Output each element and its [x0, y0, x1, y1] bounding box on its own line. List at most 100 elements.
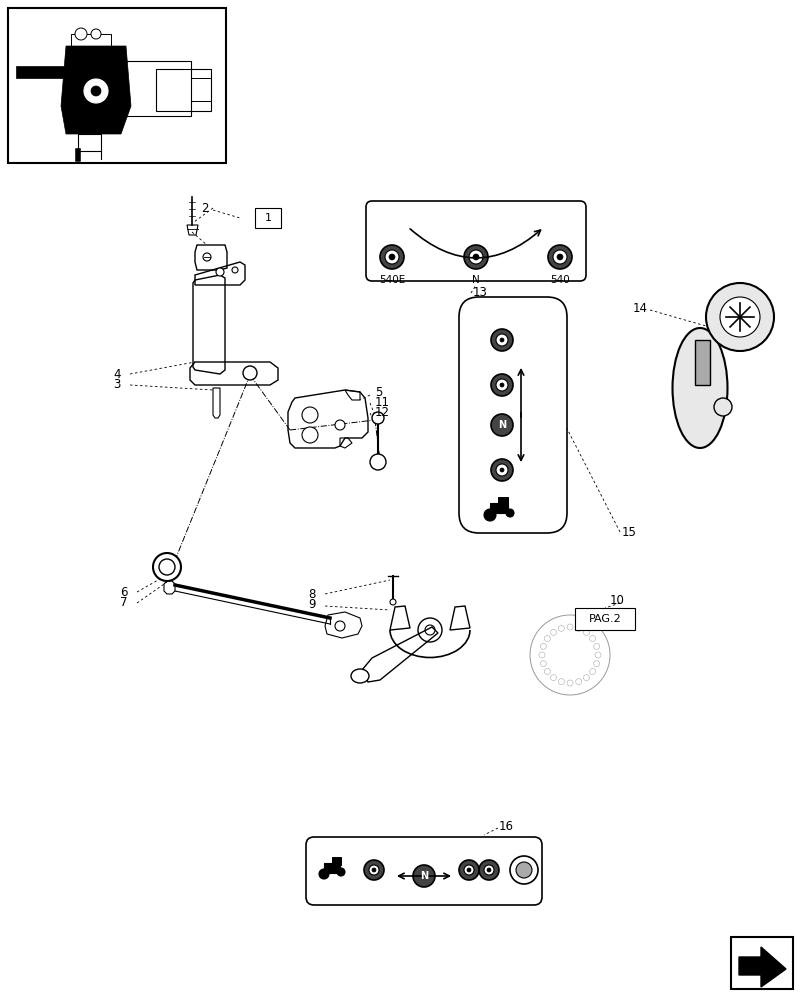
Circle shape [550, 629, 557, 635]
Polygon shape [16, 66, 96, 78]
Bar [332, 857, 341, 865]
Text: 11: 11 [375, 396, 390, 410]
Circle shape [706, 283, 774, 351]
Circle shape [459, 860, 479, 880]
FancyBboxPatch shape [459, 297, 567, 533]
FancyBboxPatch shape [306, 837, 542, 905]
Circle shape [583, 629, 590, 635]
Circle shape [418, 618, 442, 642]
Circle shape [567, 680, 573, 686]
Circle shape [464, 245, 488, 269]
Circle shape [479, 860, 499, 880]
Circle shape [590, 636, 595, 642]
Circle shape [720, 297, 760, 337]
Circle shape [567, 624, 573, 630]
Circle shape [558, 625, 564, 631]
Circle shape [232, 267, 238, 273]
Circle shape [491, 459, 513, 481]
Circle shape [413, 865, 435, 887]
Text: 4: 4 [113, 367, 120, 380]
Text: 540: 540 [550, 275, 570, 285]
Circle shape [500, 468, 504, 472]
Circle shape [390, 599, 396, 605]
Circle shape [484, 865, 494, 875]
Text: 540E: 540E [379, 275, 405, 285]
Circle shape [91, 29, 101, 39]
Bar [575, 608, 635, 630]
Circle shape [319, 869, 329, 879]
Circle shape [558, 679, 564, 685]
Text: 3: 3 [113, 378, 120, 391]
Circle shape [385, 250, 399, 264]
Text: 9: 9 [308, 598, 315, 611]
Bar [324, 863, 340, 873]
Text: N: N [498, 420, 506, 430]
Circle shape [372, 412, 384, 424]
Circle shape [464, 865, 474, 875]
Circle shape [425, 625, 435, 635]
Text: 10: 10 [610, 593, 625, 606]
Circle shape [496, 379, 508, 391]
Text: 16: 16 [499, 820, 514, 832]
Text: N: N [420, 871, 428, 881]
Circle shape [153, 553, 181, 581]
Circle shape [510, 856, 538, 884]
Bar [8, 8, 226, 163]
Text: PAG.2: PAG.2 [588, 614, 621, 624]
Circle shape [496, 334, 508, 346]
Polygon shape [61, 46, 131, 134]
Circle shape [714, 398, 732, 416]
Circle shape [467, 868, 471, 872]
Circle shape [389, 254, 395, 260]
Circle shape [550, 675, 557, 681]
Bar [255, 208, 281, 228]
Circle shape [216, 268, 224, 276]
Circle shape [545, 668, 550, 674]
Text: 14: 14 [633, 302, 648, 314]
Circle shape [302, 427, 318, 443]
Circle shape [557, 254, 563, 260]
Circle shape [473, 254, 479, 260]
Circle shape [370, 454, 386, 470]
Text: 12: 12 [375, 406, 390, 420]
Circle shape [469, 250, 483, 264]
Ellipse shape [351, 669, 369, 683]
Text: 2: 2 [201, 202, 208, 215]
Circle shape [541, 643, 546, 649]
Text: 1: 1 [264, 213, 271, 223]
Circle shape [500, 338, 504, 342]
Circle shape [594, 643, 600, 649]
Bar [490, 503, 508, 513]
Circle shape [84, 79, 108, 103]
Circle shape [516, 862, 532, 878]
FancyBboxPatch shape [366, 201, 586, 281]
Circle shape [369, 865, 379, 875]
Circle shape [75, 28, 87, 40]
Circle shape [337, 868, 345, 876]
Circle shape [553, 250, 567, 264]
Circle shape [530, 615, 610, 695]
Circle shape [364, 860, 384, 880]
Circle shape [506, 509, 514, 517]
Circle shape [484, 509, 496, 521]
Circle shape [548, 245, 572, 269]
Circle shape [372, 868, 376, 872]
Circle shape [539, 652, 545, 658]
Bar [695, 340, 710, 385]
Circle shape [545, 636, 550, 642]
Circle shape [541, 661, 546, 667]
Ellipse shape [672, 328, 727, 448]
Circle shape [335, 420, 345, 430]
Bar [731, 937, 793, 989]
Circle shape [159, 559, 175, 575]
Circle shape [583, 675, 590, 681]
Text: 15: 15 [622, 526, 637, 538]
Circle shape [590, 668, 595, 674]
Polygon shape [739, 947, 786, 987]
Text: 13: 13 [473, 286, 488, 300]
Bar [498, 497, 508, 505]
Text: 6: 6 [120, 585, 128, 598]
Circle shape [575, 625, 582, 631]
Text: N: N [472, 275, 480, 285]
Circle shape [496, 464, 508, 476]
